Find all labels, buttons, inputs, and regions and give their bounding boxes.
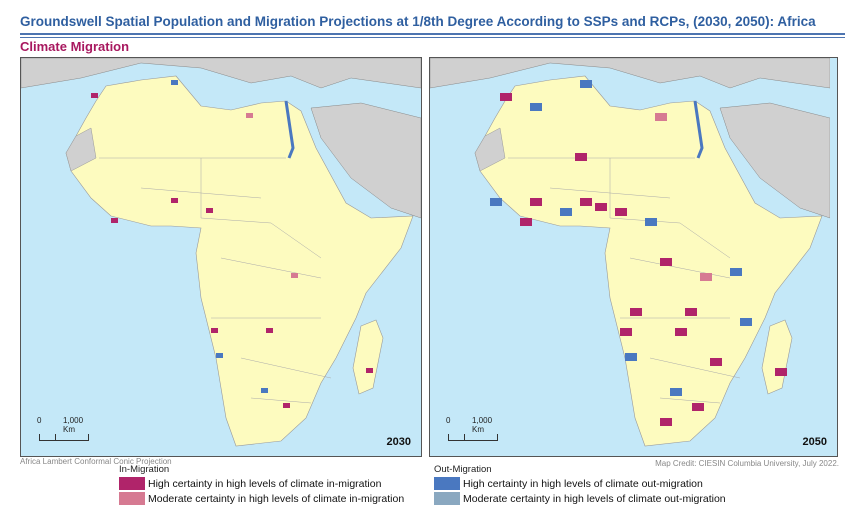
migration-patch [500,93,512,101]
migration-patch [670,388,682,396]
legend-swatch [119,477,145,490]
title-rule-thin [20,37,845,38]
scale-zero: 0 [37,416,42,425]
migration-patch [580,198,592,206]
migration-patch [595,203,607,211]
migration-patch [620,328,632,336]
legend-out-title: Out-Migration [434,464,492,475]
legend-swatch [434,477,460,490]
migration-patch [625,353,637,361]
migration-patch [206,208,213,213]
map-2030: 0 1,000 Km 2030 [20,57,422,457]
migration-patch [675,328,687,336]
migration-patch [692,403,704,411]
legend-label: High certainty in high levels of climate… [463,477,703,490]
legend-item: Moderate certainty in high levels of cli… [119,492,404,505]
legend-label: High certainty in high levels of climate… [148,477,382,490]
migration-patch [630,308,642,316]
migration-patch [660,258,672,266]
title-rule [20,33,845,35]
legend-in-title: In-Migration [119,464,170,475]
legend-swatch [434,492,460,505]
migration-patch [111,218,118,223]
migration-patch [710,358,722,366]
legend-label: Moderate certainty in high levels of cli… [463,492,726,505]
migration-patch [685,308,697,316]
migration-patch [216,353,223,358]
migration-patch [530,103,542,111]
migration-patch [730,268,742,276]
migration-patch [615,208,627,216]
legend-item: Moderate certainty in high levels of cli… [434,492,726,505]
migration-patch [490,198,502,206]
page-subtitle: Climate Migration [20,39,130,54]
legend-item: High certainty in high levels of climate… [119,477,381,490]
migration-patch [171,80,178,85]
map-year: 2030 [386,436,411,448]
page-title: Groundswell Spatial Population and Migra… [20,14,816,29]
migration-patch [740,318,752,326]
map-2050: 0 1,000 Km 2050 [429,57,838,457]
migration-patch [700,273,712,281]
projection-note: Africa Lambert Conformal Conic Projectio… [20,457,172,466]
map-credit: Map Credit: CIESIN Columbia University, … [655,459,839,468]
scale-bar: 0 1,000 Km [446,416,506,446]
migration-patch [560,208,572,216]
legend-swatch [119,492,145,505]
migration-patch [645,218,657,226]
migration-patch [580,80,592,88]
map-year: 2050 [802,436,827,448]
scale-zero: 0 [446,416,451,425]
migration-patch [366,368,373,373]
scale-bar: 0 1,000 Km [37,416,97,446]
migration-patch [775,368,787,376]
migration-patch [530,198,542,206]
migration-patch [91,93,98,98]
migration-patch [171,198,178,203]
migration-patch [283,403,290,408]
migration-patch [261,388,268,393]
migration-patch [291,273,298,278]
migration-patch [575,153,587,161]
migration-patch [520,218,532,226]
migration-patch [655,113,667,121]
migration-patch [266,328,273,333]
scale-label: 1,000 Km [472,416,493,434]
migration-patch [246,113,253,118]
migration-patch [211,328,218,333]
legend-item: High certainty in high levels of climate… [434,477,703,490]
scale-label: 1,000 Km [63,416,84,434]
legend-label: Moderate certainty in high levels of cli… [148,492,405,505]
migration-patch [660,418,672,426]
